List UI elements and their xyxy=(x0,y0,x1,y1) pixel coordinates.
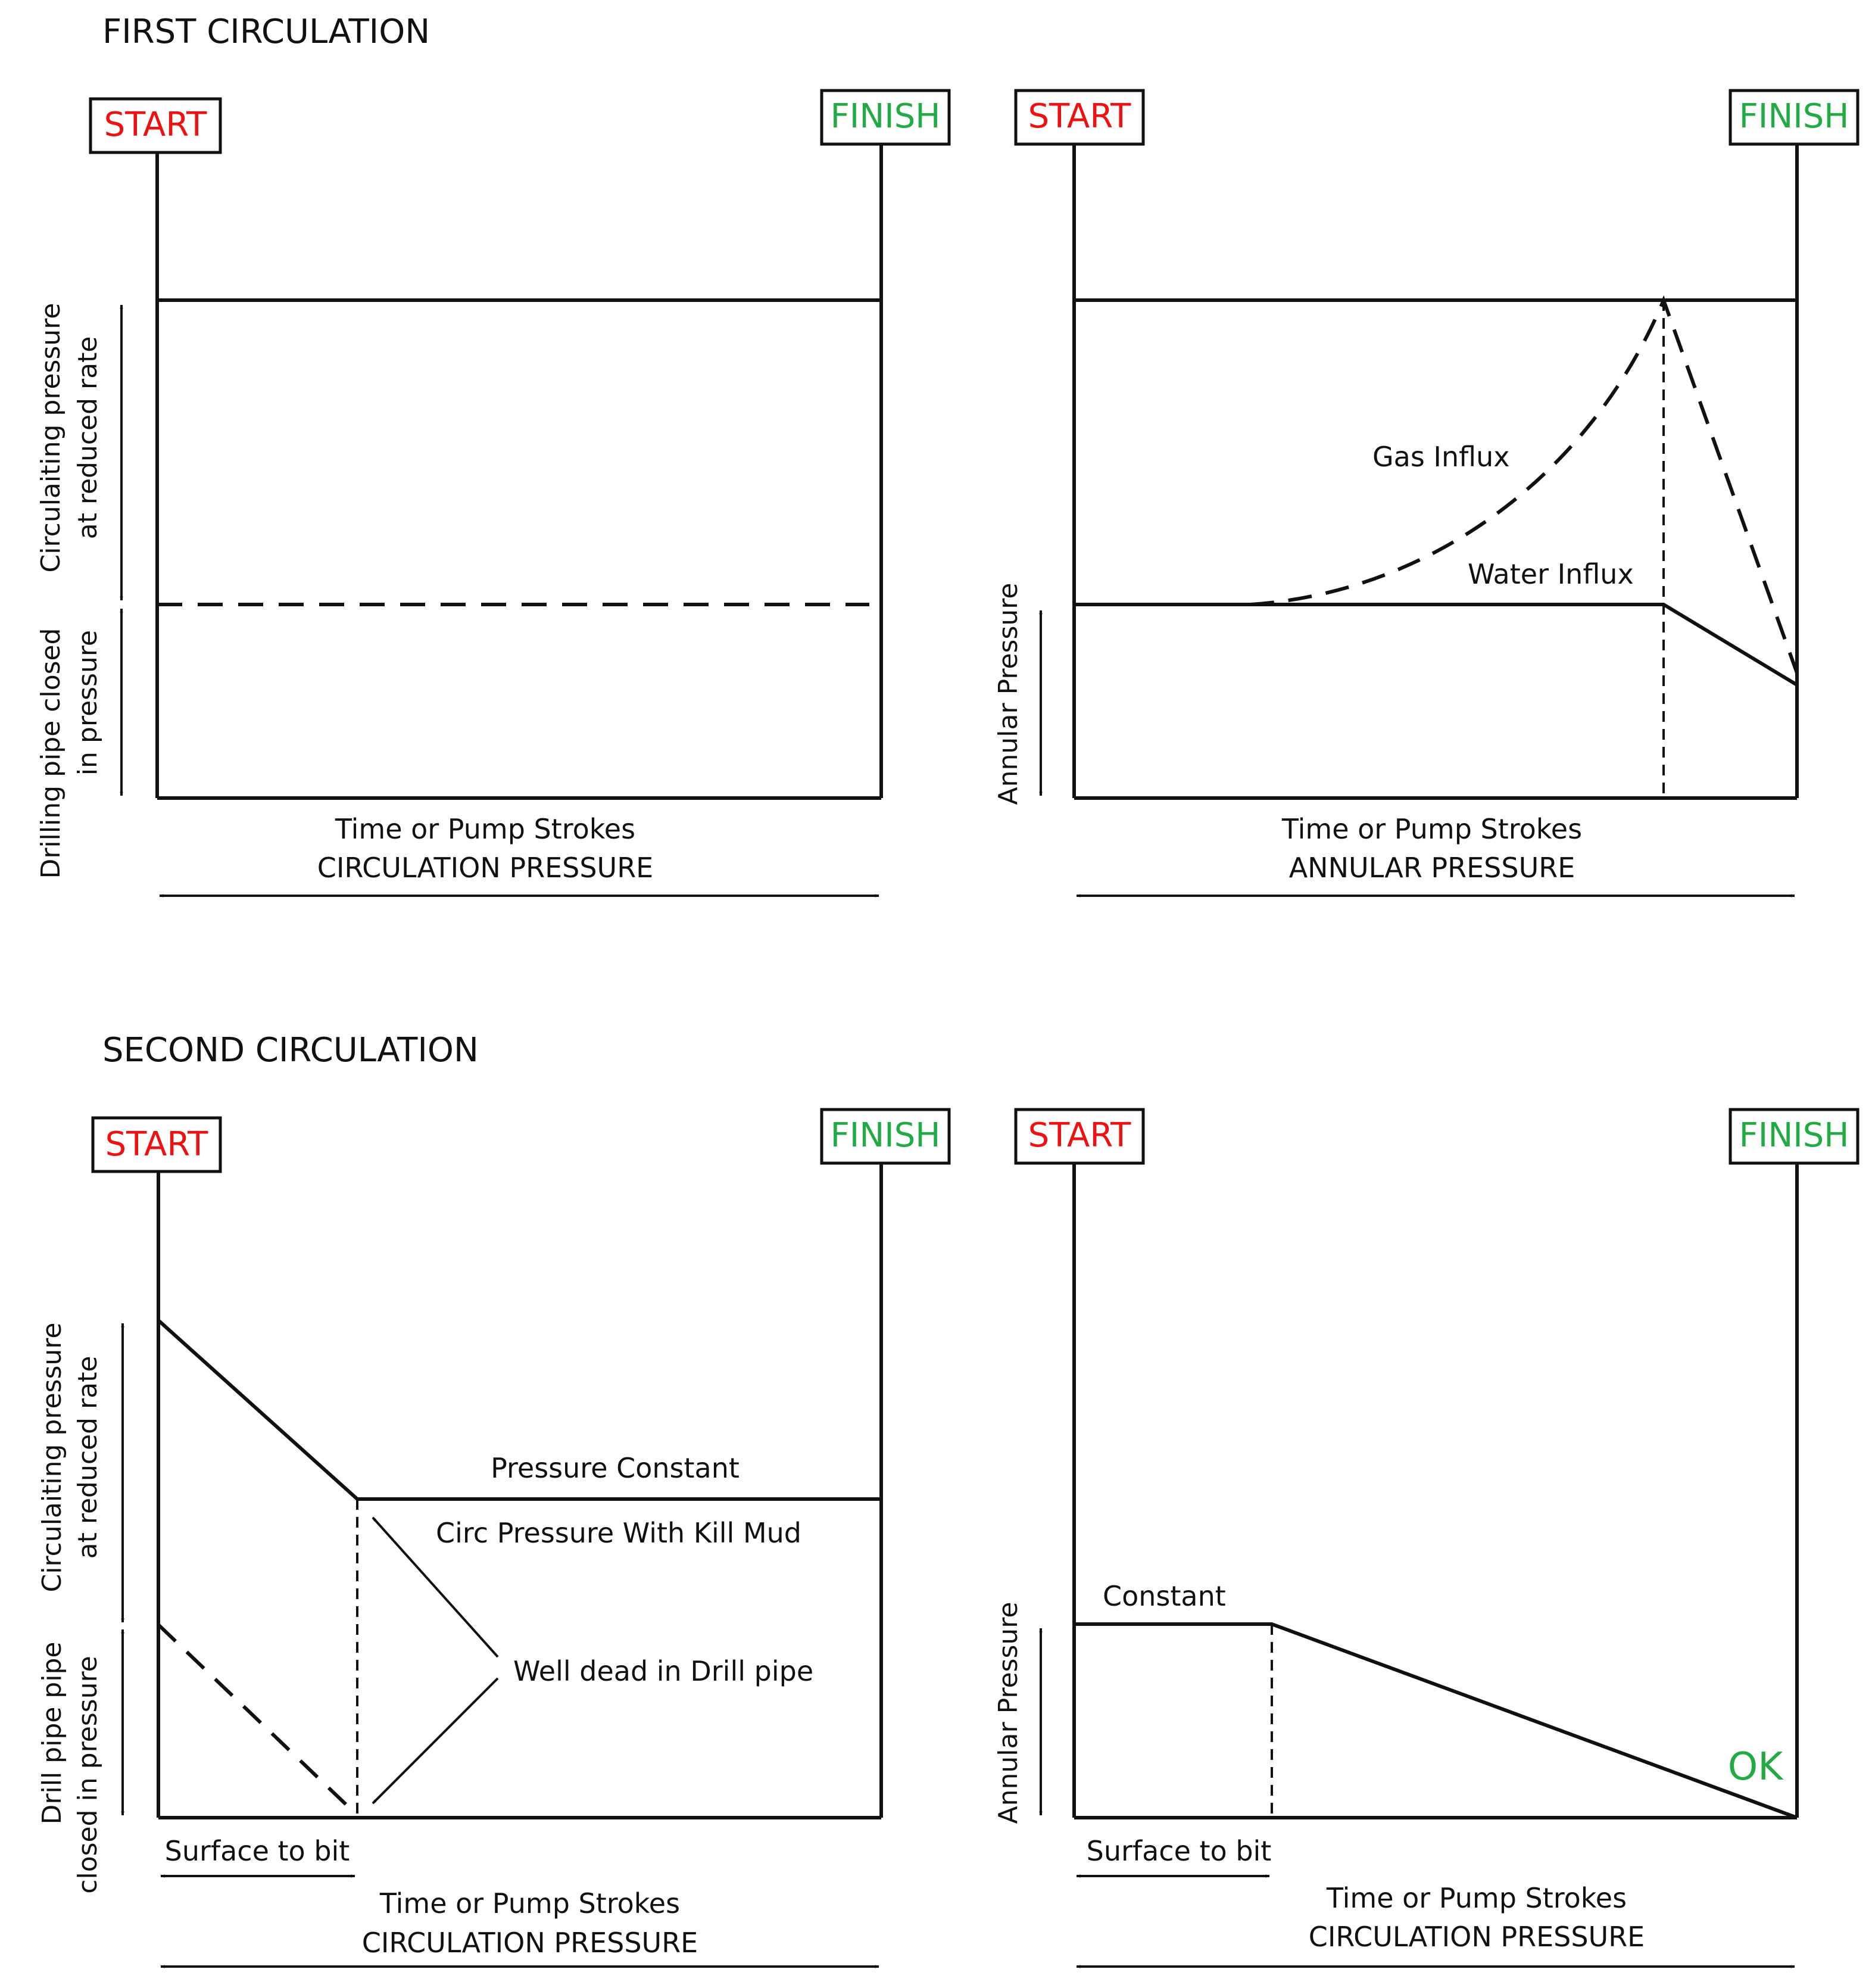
second-circulation-left-chart: START FINISH Pressure Constant Circ Pres… xyxy=(37,1108,951,1968)
well-dead-pointer-upper xyxy=(372,1516,499,1658)
start-marker-label: START xyxy=(105,1125,209,1164)
constant-label: Constant xyxy=(1103,1580,1226,1612)
closed-in-pressure-dashed-decline xyxy=(157,1623,358,1816)
chart-caption: CIRCULATION PRESSURE xyxy=(362,1927,698,1959)
start-marker-label: START xyxy=(1028,1116,1132,1155)
start-marker-label: START xyxy=(104,105,208,144)
y-label-closed-in-line1: Drilling pipe closed xyxy=(36,628,66,878)
gas-influx-label: Gas Influx xyxy=(1372,441,1510,473)
finish-marker-box xyxy=(820,1108,951,1165)
finish-marker-box xyxy=(1729,1108,1859,1165)
y-label-closed-in-line2: closed in pressure xyxy=(73,1656,103,1893)
pressure-constant-label: Pressure Constant xyxy=(491,1452,740,1484)
second-circulation-title: SECOND CIRCULATION xyxy=(102,1031,479,1070)
start-marker-box xyxy=(1014,1108,1145,1165)
chart-caption: ANNULAR PRESSURE xyxy=(1289,852,1575,884)
y-label-closed-in-line1: Drill pipe pipe xyxy=(37,1642,67,1825)
annular-pressure-schedule-line xyxy=(1074,1622,1798,1819)
surface-to-bit-label: Surface to bit xyxy=(1087,1835,1272,1867)
y-label-circulating-line1: Circulaiting pressure xyxy=(37,1323,67,1593)
water-influx-curve xyxy=(1074,603,1798,687)
y-label-circulating-line1: Circulaiting pressure xyxy=(36,303,66,573)
finish-marker-box xyxy=(1729,89,1859,146)
x-axis-label: Time or Pump Strokes xyxy=(335,813,635,845)
first-circulation-right-chart: START FINISH Gas Influx Water Influx Ann… xyxy=(993,89,1859,898)
water-influx-label: Water Influx xyxy=(1468,558,1634,590)
chart-caption: CIRCULATION PRESSURE xyxy=(1309,1921,1645,1953)
finish-marker-label: FINISH xyxy=(1739,97,1849,136)
well-dead-pointer-lower xyxy=(372,1677,499,1805)
x-axis-label: Time or Pump Strokes xyxy=(1281,813,1582,845)
ok-label: OK xyxy=(1728,1745,1784,1789)
y-label-circulating-line2: at reduced rate xyxy=(73,1356,103,1559)
y-label-closed-in-line2: in pressure xyxy=(73,630,103,775)
finish-marker-box xyxy=(820,89,951,146)
start-marker-box xyxy=(1014,89,1145,146)
y-label-circulating-line2: at reduced rate xyxy=(73,336,103,540)
y-label-annular-pressure: Annular Pressure xyxy=(993,1602,1024,1824)
finish-marker-label: FINISH xyxy=(831,1116,941,1155)
x-axis-label: Time or Pump Strokes xyxy=(379,1887,680,1920)
kill-mud-label: Circ Pressure With Kill Mud xyxy=(436,1517,801,1549)
x-axis-label: Time or Pump Strokes xyxy=(1326,1882,1627,1914)
finish-marker-label: FINISH xyxy=(831,97,941,136)
start-marker-label: START xyxy=(1028,97,1132,136)
finish-marker-label: FINISH xyxy=(1739,1116,1849,1155)
surface-to-bit-label: Surface to bit xyxy=(165,1835,350,1867)
first-circulation-title: FIRST CIRCULATION xyxy=(102,13,430,51)
chart-caption: CIRCULATION PRESSURE xyxy=(317,852,654,884)
second-circulation-right-chart: START FINISH Constant OK Annular Pressur… xyxy=(993,1108,1859,1968)
well-dead-label: Well dead in Drill pipe xyxy=(513,1655,813,1687)
gas-influx-curve xyxy=(1250,295,1799,674)
first-circulation-left-chart: START FINISH Circulaiting pressure at re… xyxy=(36,89,951,898)
y-label-annular-pressure: Annular Pressure xyxy=(993,583,1024,805)
